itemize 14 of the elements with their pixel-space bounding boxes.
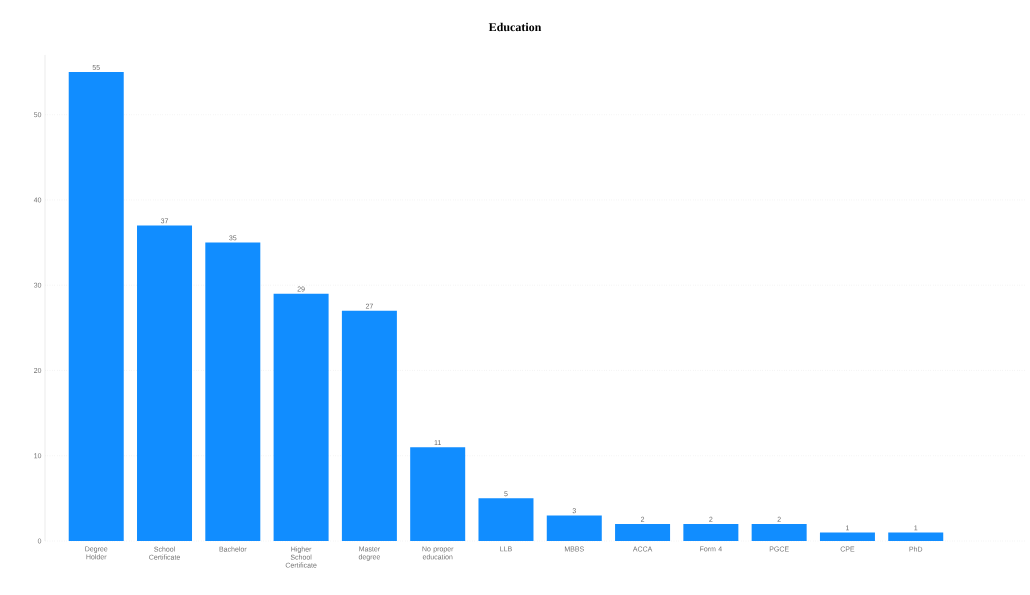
- bar: [888, 532, 944, 541]
- bar: [68, 72, 124, 541]
- bar: [751, 523, 807, 541]
- bar: [273, 293, 329, 541]
- bar: [615, 523, 671, 541]
- bar: [410, 447, 466, 541]
- bar: [478, 498, 534, 541]
- bar: [205, 242, 261, 541]
- bar: [137, 225, 193, 541]
- bar: [819, 532, 875, 541]
- chart-title: Education: [488, 22, 542, 32]
- bar: [546, 515, 602, 541]
- bar: [683, 523, 739, 541]
- bar: [341, 310, 397, 541]
